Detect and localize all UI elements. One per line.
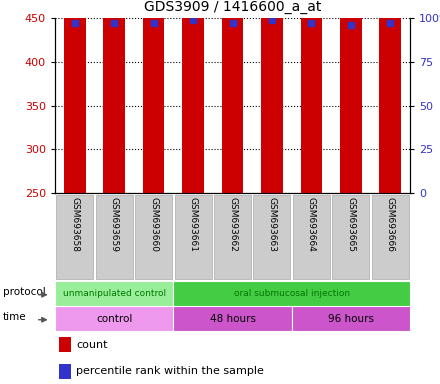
Text: count: count <box>76 340 108 350</box>
Bar <box>55 306 173 331</box>
Text: GSM693663: GSM693663 <box>268 197 276 252</box>
Bar <box>372 195 409 279</box>
Text: 48 hours: 48 hours <box>209 313 256 323</box>
Bar <box>293 195 330 279</box>
Text: control: control <box>96 313 132 323</box>
Bar <box>175 195 212 279</box>
Text: GSM693662: GSM693662 <box>228 197 237 252</box>
Bar <box>261 0 283 193</box>
Bar <box>214 195 251 279</box>
Text: 96 hours: 96 hours <box>328 313 374 323</box>
Text: GSM693660: GSM693660 <box>149 197 158 252</box>
Text: oral submucosal injection: oral submucosal injection <box>234 289 350 298</box>
Bar <box>182 0 204 193</box>
Title: GDS3909 / 1416600_a_at: GDS3909 / 1416600_a_at <box>144 0 321 14</box>
Bar <box>253 195 290 279</box>
Bar <box>103 0 125 193</box>
Bar <box>173 306 292 331</box>
Text: time: time <box>3 312 26 322</box>
Bar <box>95 195 133 279</box>
Text: GSM693666: GSM693666 <box>386 197 395 252</box>
Bar <box>379 0 401 193</box>
Bar <box>55 281 173 306</box>
Bar <box>340 0 362 193</box>
Text: GSM693661: GSM693661 <box>189 197 198 252</box>
Bar <box>64 0 85 193</box>
Text: GSM693659: GSM693659 <box>110 197 119 252</box>
Bar <box>59 364 71 379</box>
Bar <box>173 281 410 306</box>
Text: GSM693664: GSM693664 <box>307 197 316 252</box>
Bar <box>222 0 243 193</box>
Bar <box>143 0 165 193</box>
Text: percentile rank within the sample: percentile rank within the sample <box>76 366 264 376</box>
Bar <box>59 338 71 352</box>
Text: protocol: protocol <box>3 287 45 297</box>
Bar <box>135 195 172 279</box>
Bar <box>292 306 410 331</box>
Text: GSM693658: GSM693658 <box>70 197 79 252</box>
Bar <box>56 195 93 279</box>
Bar <box>332 195 369 279</box>
Text: unmanipulated control: unmanipulated control <box>62 289 166 298</box>
Text: GSM693665: GSM693665 <box>346 197 356 252</box>
Bar <box>301 0 322 193</box>
